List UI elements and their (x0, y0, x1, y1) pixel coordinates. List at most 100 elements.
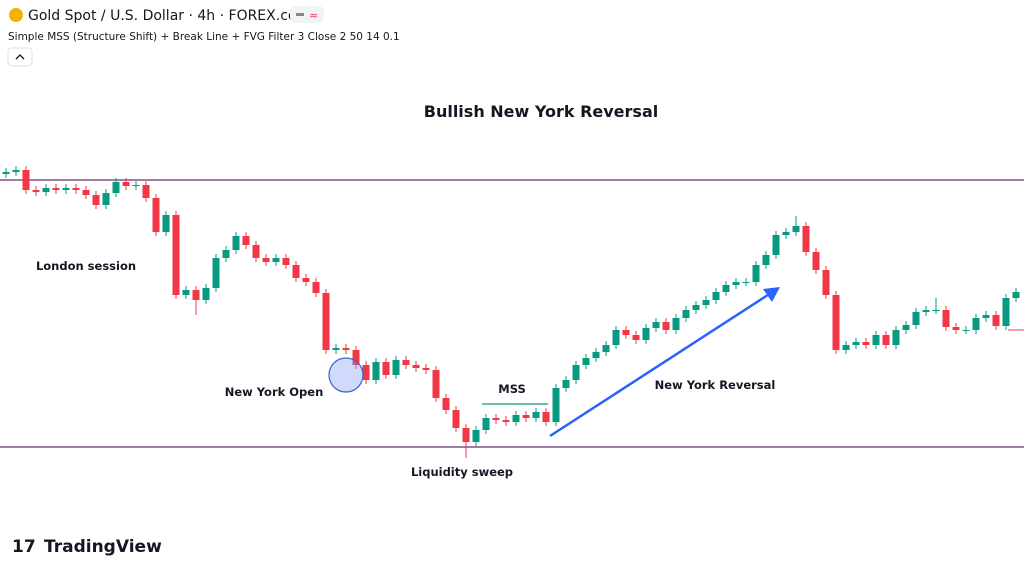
status-badge (290, 6, 324, 23)
candle-body (812, 252, 820, 270)
candle-body (912, 312, 920, 325)
candle-body (252, 245, 260, 258)
highlight-circle (328, 357, 364, 393)
candle-body (402, 360, 410, 365)
candle-body (352, 350, 360, 365)
candle-body (442, 398, 450, 410)
candle-body (762, 255, 770, 265)
candle-body (392, 360, 400, 375)
candle-body (142, 185, 150, 198)
candle-body (42, 188, 50, 192)
candle-body (122, 182, 130, 186)
candle-body (472, 430, 480, 442)
candle-body (372, 362, 380, 380)
candle-body (932, 310, 940, 311)
candle-body (322, 293, 330, 350)
candle-body (792, 226, 800, 232)
annotation: MSS (498, 382, 526, 396)
candle-body (892, 330, 900, 345)
candle-body (52, 188, 60, 190)
candle-body (772, 235, 780, 255)
candle-body (422, 368, 430, 370)
candle-body (162, 215, 170, 232)
candle-body (242, 236, 250, 245)
candle-body (622, 330, 630, 335)
candle-body (552, 388, 560, 422)
candle-body (222, 250, 230, 258)
candle-body (902, 325, 910, 330)
candle-body (832, 295, 840, 350)
candle-body (492, 418, 500, 420)
indicator-label: Simple MSS (Structure Shift) + Break Lin… (8, 31, 400, 43)
candle-body (742, 282, 750, 283)
candle-body (822, 270, 830, 295)
candle-body (802, 226, 810, 252)
candle-body (272, 258, 280, 262)
candle-body (952, 327, 960, 330)
collapse-icon (15, 54, 25, 60)
candle-body (412, 365, 420, 368)
candle-body (452, 410, 460, 428)
candle-body (1012, 292, 1020, 298)
chart-title: Bullish New York Reversal (424, 102, 658, 121)
candle-body (712, 292, 720, 300)
candle-body (192, 290, 200, 300)
candle-body (632, 335, 640, 340)
candle-body (482, 418, 490, 430)
candle-body (202, 288, 210, 300)
candle-body (62, 188, 70, 190)
candle-body (562, 380, 570, 388)
symbol-icon (9, 8, 23, 22)
candle-body (362, 365, 370, 380)
candle-body (922, 310, 930, 312)
candle-body (262, 258, 270, 262)
logo-mark: 𝟭𝟳 (12, 537, 36, 557)
candle-body (72, 188, 80, 190)
candle-body (702, 300, 710, 305)
candle-body (522, 415, 530, 418)
annotation: London session (36, 259, 136, 273)
candle-body (582, 358, 590, 365)
candle-body (602, 345, 610, 352)
candle-body (842, 345, 850, 350)
candle-body (152, 198, 160, 232)
candle-body (542, 412, 550, 422)
candle-body (172, 215, 180, 295)
candle-body (962, 330, 970, 331)
candle-body (102, 193, 110, 205)
candle-body (342, 348, 350, 350)
candle-body (462, 428, 470, 442)
candle-body (512, 415, 520, 422)
annotation: Liquidity sweep (411, 465, 513, 479)
candle-body (972, 318, 980, 330)
brand: TradingView (44, 537, 162, 557)
candle-body (302, 278, 310, 282)
trend-arrowhead (763, 287, 780, 302)
symbol-title: Gold Spot / U.S. Dollar · 4h · FOREX.com (28, 8, 310, 24)
candle-body (232, 236, 240, 250)
candle-body (532, 412, 540, 418)
collapse-button[interactable] (7, 47, 33, 67)
candle-body (592, 352, 600, 358)
candle-body (992, 315, 1000, 326)
candle-body (852, 342, 860, 345)
candle-body (782, 232, 790, 235)
candle-body (132, 185, 140, 186)
candle-body (382, 362, 390, 375)
candle-body (662, 322, 670, 330)
trend-arrow (549, 289, 775, 438)
candle-body (672, 318, 680, 330)
candle-body (312, 282, 320, 293)
candle-body (882, 335, 890, 345)
candle-body (2, 172, 10, 174)
candle-body (22, 170, 30, 190)
annotation: New York Open (225, 385, 324, 399)
candle-body (862, 342, 870, 345)
candle-body (692, 305, 700, 310)
candle-body (942, 310, 950, 327)
badge-icon: ≈ (309, 9, 318, 22)
badge-icon (296, 13, 304, 16)
candle-body (332, 348, 340, 350)
